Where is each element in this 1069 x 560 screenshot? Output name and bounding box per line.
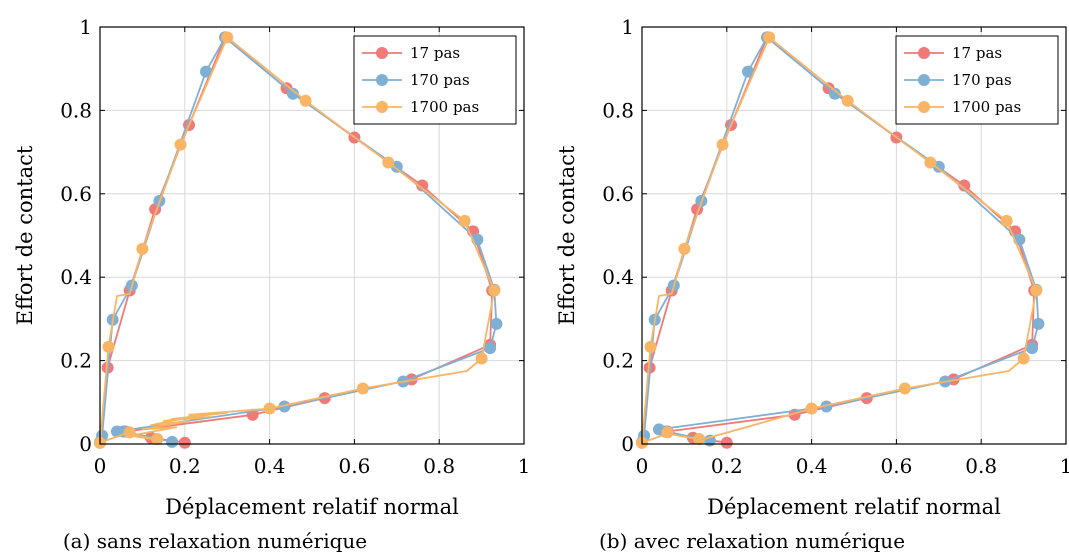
legend: 17 pas 170 pas 1700 pas <box>895 35 1059 125</box>
legend-marker <box>376 101 388 113</box>
y-tick-label: 0 <box>621 432 634 456</box>
x-tick-label: 0.8 <box>965 454 997 478</box>
series-1700-pas <box>636 31 1043 449</box>
x-tick-label: 0 <box>636 454 649 478</box>
y-tick-label: 0 <box>79 432 92 456</box>
data-point <box>661 426 674 439</box>
data-point <box>1032 317 1045 330</box>
data-point <box>174 138 187 151</box>
data-point <box>278 400 291 413</box>
data-point <box>178 436 191 449</box>
x-tick-label: 0 <box>94 454 107 478</box>
series-1700-pas <box>94 31 501 449</box>
data-point <box>221 31 234 44</box>
data-point <box>716 138 729 151</box>
x-tick-label: 0.4 <box>254 454 286 478</box>
data-point <box>299 94 312 107</box>
series-line <box>641 36 1038 444</box>
legend-marker <box>918 74 930 86</box>
data-point <box>898 382 911 395</box>
data-point <box>490 317 503 330</box>
data-point <box>958 179 971 192</box>
chart-panel-2: 0 0.2 0.4 0.6 0.8 1 0 0.2 0.4 0.6 0.8 1 17 pas 170 pa… <box>555 15 1069 553</box>
data-point <box>475 352 488 365</box>
y-axis-label: Effort de contact <box>13 145 37 325</box>
data-point <box>263 402 276 415</box>
data-point <box>1017 352 1030 365</box>
data-point <box>1026 342 1039 355</box>
data-point <box>286 87 299 100</box>
data-point <box>458 214 471 227</box>
y-tick-label: 0.8 <box>602 98 634 122</box>
x-tick-label: 0.6 <box>880 454 912 478</box>
data-point <box>841 94 854 107</box>
data-point <box>1000 214 1013 227</box>
y-tick-label: 0.4 <box>60 265 92 289</box>
data-point <box>382 156 395 169</box>
figure-caption: (a) sans relaxation numérique <box>63 529 367 553</box>
data-point <box>720 436 733 449</box>
legend-label: 170 pas <box>952 71 1012 89</box>
y-axis-label: Effort de contact <box>555 145 579 325</box>
legend-marker <box>918 47 930 59</box>
x-axis-label: Déplacement relatif normal <box>165 495 459 519</box>
x-tick-label: 0.6 <box>338 454 370 478</box>
data-point <box>484 342 497 355</box>
data-point <box>644 340 657 353</box>
data-point <box>416 179 429 192</box>
legend: 17 pas 170 pas 1700 pas <box>353 35 517 125</box>
data-point <box>820 400 833 413</box>
data-point <box>356 382 369 395</box>
x-tick-label: 1 <box>1060 454 1069 478</box>
legend-label: 17 pas <box>952 44 1002 62</box>
data-point <box>828 87 841 100</box>
data-point <box>110 425 123 438</box>
y-tick-label: 0.6 <box>602 182 634 206</box>
x-tick-label: 0.4 <box>796 454 828 478</box>
series-line <box>99 36 498 443</box>
data-point <box>805 402 818 415</box>
legend-label: 1700 pas <box>410 98 479 116</box>
y-tick-label: 0.8 <box>60 98 92 122</box>
y-tick-label: 0.2 <box>60 349 92 373</box>
y-tick-label: 0.4 <box>602 265 634 289</box>
data-point <box>200 65 212 78</box>
legend-marker <box>376 74 388 86</box>
data-point <box>151 432 164 445</box>
data-point <box>102 340 115 353</box>
data-point <box>693 432 706 445</box>
axes-frame <box>99 26 525 445</box>
data-point <box>488 284 501 297</box>
y-tick-label: 0.2 <box>602 349 634 373</box>
legend-label: 1700 pas <box>952 98 1021 116</box>
x-tick-label: 0.8 <box>423 454 455 478</box>
data-point <box>1030 284 1043 297</box>
data-point <box>678 242 691 255</box>
x-tick-label: 1 <box>518 454 531 478</box>
legend-marker <box>918 101 930 113</box>
y-tick-label: 0.6 <box>60 182 92 206</box>
x-axis-label: Déplacement relatif normal <box>707 495 1001 519</box>
x-tick-label: 0.2 <box>169 454 201 478</box>
data-point <box>136 242 149 255</box>
chart-panel-1: 0 0.2 0.4 0.6 0.8 1 0 0.2 0.4 0.6 0.8 1 17 pas 170 pa… <box>13 15 530 553</box>
series-line <box>641 36 1040 443</box>
legend-marker <box>376 47 388 59</box>
y-tick-label: 1 <box>79 15 92 39</box>
data-point <box>763 31 776 44</box>
legend-label: 170 pas <box>410 71 470 89</box>
axes-frame <box>641 26 1067 445</box>
data-point <box>924 156 937 169</box>
figure-caption: (b) avec relaxation numérique <box>599 529 905 553</box>
y-tick-label: 1 <box>621 15 634 39</box>
data-point <box>123 426 136 439</box>
legend-label: 17 pas <box>410 44 460 62</box>
data-point <box>166 435 179 448</box>
data-point <box>742 65 754 78</box>
x-tick-label: 0.2 <box>711 454 743 478</box>
